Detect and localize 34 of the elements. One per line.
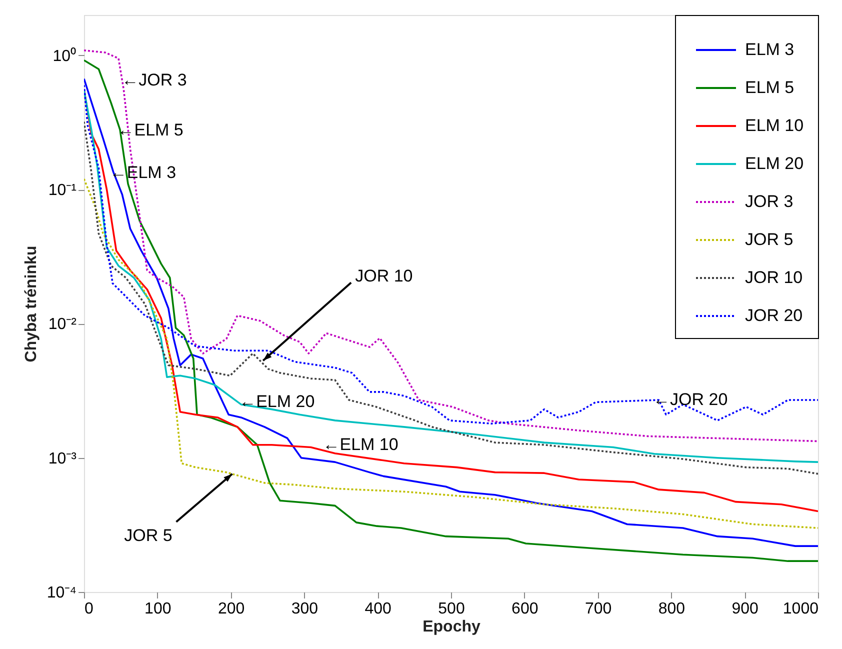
annotation: JOR 5 <box>124 526 172 545</box>
legend-label: ELM 10 <box>745 116 804 135</box>
y-tick-label: 10⁻⁴ <box>46 584 77 602</box>
legend-label: ELM 20 <box>745 154 804 173</box>
y-axis-title: Chyba tréninku <box>22 246 40 362</box>
legend-label: JOR 5 <box>745 230 794 249</box>
y-tick-label: 10⁰ <box>52 46 76 65</box>
y-tick-label: 10⁻² <box>48 316 78 334</box>
x-tick-label: 400 <box>364 600 392 618</box>
legend-label: ELM 3 <box>745 40 794 59</box>
line-series <box>84 178 818 529</box>
annotation: ←JOR 20 <box>653 390 728 409</box>
x-tick-label: 500 <box>438 600 465 618</box>
x-axis-title: Epochy <box>422 618 480 636</box>
x-tick-label: 0 <box>84 600 94 618</box>
y-tick-label: 10⁻¹ <box>48 182 76 200</box>
legend-label: JOR 20 <box>745 306 803 325</box>
x-tick-label: 900 <box>732 600 759 618</box>
x-tick-label: 700 <box>584 600 612 618</box>
x-tick-label: 100 <box>144 600 172 618</box>
annotation: ←ELM 10 <box>322 434 398 454</box>
annotation: ←ELM 5 <box>117 120 184 140</box>
x-tick-label: 200 <box>218 600 245 618</box>
legend-label: JOR 10 <box>745 268 803 287</box>
annotation: ←ELM 20 <box>239 392 315 412</box>
legend-label: JOR 3 <box>745 192 794 211</box>
y-tick-label: 10⁻³ <box>48 450 78 468</box>
legend-label: ELM 5 <box>745 78 794 97</box>
annotation: JOR 10 <box>355 266 413 286</box>
x-tick-label: 600 <box>512 600 538 618</box>
x-tick-label: 300 <box>291 600 318 618</box>
annotation: ←JOR 3 <box>122 70 187 90</box>
x-tick-label: 800 <box>658 600 686 618</box>
x-tick-label: 1000 <box>782 600 819 618</box>
